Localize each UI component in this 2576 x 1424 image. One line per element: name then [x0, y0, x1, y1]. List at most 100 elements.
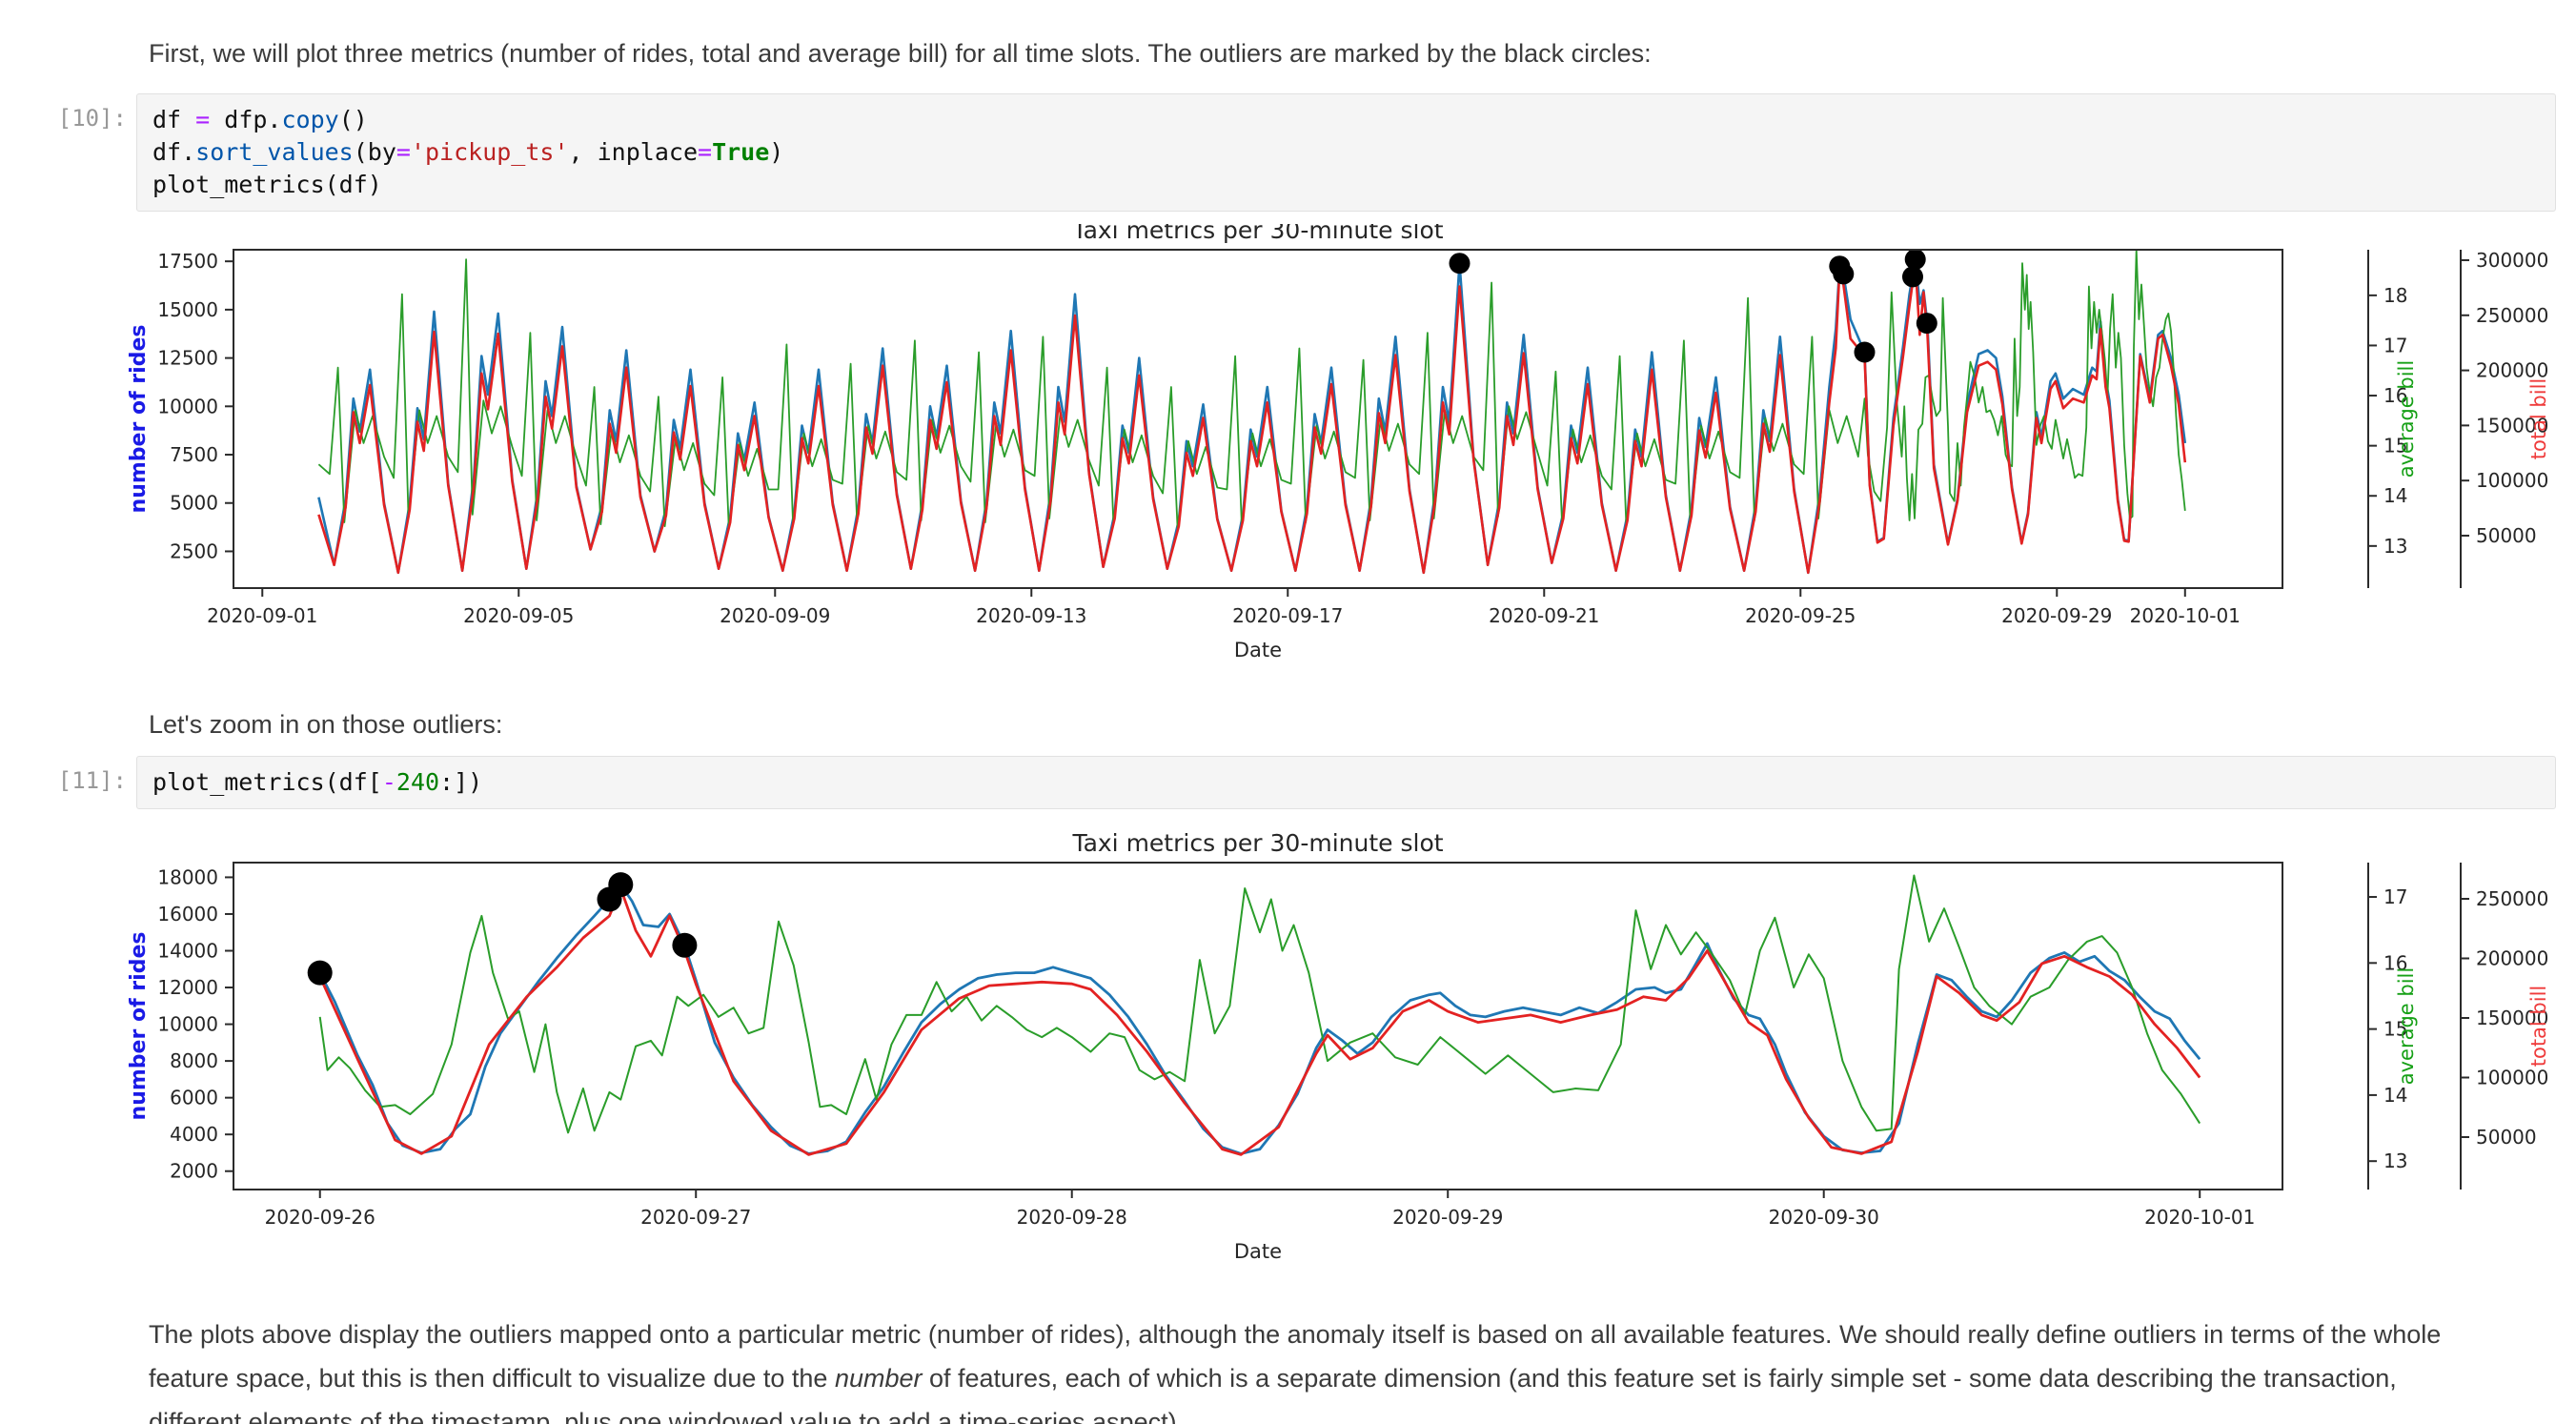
right-axis-tick-label: 14 [2383, 484, 2407, 507]
right-axis-tick-label: 17 [2383, 885, 2407, 908]
plot-frame [233, 249, 2283, 589]
metrics-chart-zoomed: Taxi metrics per 30-minute slot 2000 4000 6… [127, 829, 2550, 1263]
y-tick-label: 6000 [170, 1087, 218, 1109]
outlier-dot [1904, 249, 1926, 271]
code-token: dfp. [210, 106, 282, 133]
right-axis-tick-label: 150000 [2476, 1007, 2548, 1029]
code-line: plot_metrics(df[-240:]) [152, 766, 2540, 799]
x-tick-label: 2020-10-01 [2144, 1206, 2255, 1229]
emphasized-text: number [834, 1364, 923, 1393]
x-tick-label: 2020-09-21 [1489, 604, 1599, 627]
markdown-intro-text: First, we will plot three metrics (numbe… [149, 39, 1652, 68]
right-axis-tick-label: 150000 [2476, 414, 2548, 437]
code-line: plot_metrics(df) [152, 169, 2540, 201]
code-token: = [396, 138, 411, 166]
chart-title: Taxi metrics per 30-minute slot [1071, 224, 1443, 244]
x-tick-label: 2020-09-30 [1769, 1206, 1879, 1229]
right-axis-tick-label: 17 [2383, 334, 2407, 356]
y-tick-label: 5000 [170, 492, 218, 515]
right-axis-tick-label: 16 [2383, 384, 2407, 407]
code-token: True [712, 138, 770, 166]
y-axis-label: number of rides [127, 325, 151, 514]
x-tick-label: 2020-09-01 [207, 604, 317, 627]
x-tick-label: 2020-10-01 [2130, 604, 2241, 627]
right-axis-tick-label: 13 [2383, 1149, 2407, 1172]
outlier-dot [1449, 253, 1471, 275]
x-tick-label: 2020-09-27 [640, 1206, 751, 1229]
execution-prompt: [10]: [57, 105, 127, 132]
plot-frame [233, 862, 2283, 1190]
code-token: = [698, 138, 713, 166]
code-token: () [338, 106, 368, 133]
markdown-outro-text: The plots above display the outliers map… [149, 1312, 2470, 1424]
y-tick-label: 10000 [157, 395, 218, 417]
markdown-zoom-text: Let's zoom in on those outliers: [149, 710, 503, 739]
right-axis-label: average bill [2395, 360, 2418, 478]
outlier-dot [608, 872, 634, 898]
y-tick-label: 10000 [157, 1013, 218, 1036]
y-tick-label: 15000 [157, 298, 218, 321]
paragraph-text: The plots above display the outliers map… [149, 1320, 2442, 1393]
right-axis-tick-label: 50000 [2476, 524, 2537, 547]
code-input-area[interactable]: df = dfp.copy() df.sort_values(by='pickup… [136, 93, 2556, 212]
outlier-dot [1916, 313, 1937, 335]
y-axis-label: number of rides [127, 932, 151, 1121]
outlier-dot [672, 932, 698, 958]
code-cell-10[interactable]: [10]: df = dfp.copy() df.sort_values(by='… [52, 93, 2556, 212]
code-token: df [152, 106, 196, 133]
code-token: = [195, 106, 211, 133]
y-tick-label: 2500 [170, 539, 218, 562]
series-line-total-bill [317, 261, 2187, 575]
code-line: df = dfp.copy() [152, 104, 2540, 136]
outlier-dot [1854, 341, 1876, 363]
right-axis-tick-label: 14 [2383, 1084, 2407, 1107]
code-token: 240 [396, 768, 440, 796]
metrics-chart-full-range: Taxi metrics per 30-minute slot 2500 5000 7… [127, 224, 2550, 658]
right-axis-tick-label: 16 [2383, 951, 2407, 974]
right-axis-tick-label: 200000 [2476, 359, 2548, 382]
code-token: df. [152, 138, 196, 166]
right-axis-tick-label: 200000 [2476, 947, 2548, 970]
paragraph-text: of features, each of which is a separate… [149, 1364, 2397, 1424]
code-cell-11[interactable]: [11]: plot_metrics(df[-240:]) [52, 756, 2556, 809]
outlier-dot [1902, 266, 1923, 288]
x-tick-label: 2020-09-05 [463, 604, 574, 627]
code-token: , inplace [568, 138, 698, 166]
plot-series-group [317, 250, 2187, 575]
y-tick-label: 2000 [170, 1160, 218, 1183]
code-token: 'pickup_ts' [410, 138, 569, 166]
x-tick-label: 2020-09-29 [2001, 604, 2112, 627]
x-tick-label: 2020-09-29 [1392, 1206, 1503, 1229]
x-axis-label: Date [1234, 1240, 1282, 1263]
right-axis-tick-label: 250000 [2476, 887, 2548, 910]
y-tick-label: 14000 [157, 939, 218, 962]
y-tick-label: 18000 [157, 865, 218, 888]
y-tick-label: 16000 [157, 903, 218, 926]
right-axis-label: total bill [2527, 378, 2550, 460]
code-token: plot_metrics(df[ [152, 768, 382, 796]
y-tick-label: 4000 [170, 1123, 218, 1146]
right-axis-tick-label: 100000 [2476, 1067, 2548, 1089]
code-token: :]) [439, 768, 483, 796]
right-axis-tick-label: 250000 [2476, 304, 2548, 327]
right-axis-tick-label: 15 [2383, 435, 2407, 458]
x-tick-label: 2020-09-17 [1232, 604, 1343, 627]
code-line: df.sort_values(by='pickup_ts', inplace=T… [152, 136, 2540, 169]
x-tick-label: 2020-09-28 [1017, 1206, 1127, 1229]
code-input-area[interactable]: plot_metrics(df[-240:]) [136, 756, 2556, 809]
y-tick-label: 12500 [157, 347, 218, 370]
series-line-average-bill [318, 874, 2201, 1134]
outlier-dot [307, 960, 333, 986]
code-token: sort_values [195, 138, 354, 166]
execution-prompt: [11]: [57, 767, 127, 794]
right-axis-tick-label: 18 [2383, 284, 2407, 307]
x-tick-label: 2020-09-09 [720, 604, 830, 627]
x-tick-label: 2020-09-26 [265, 1206, 375, 1229]
y-tick-label: 7500 [170, 443, 218, 466]
code-token: - [381, 768, 396, 796]
right-axis-tick-label: 100000 [2476, 469, 2548, 492]
series-line-total-bill [318, 886, 2201, 1156]
code-token: copy [281, 106, 339, 133]
right-axis-tick-label: 50000 [2476, 1126, 2537, 1149]
